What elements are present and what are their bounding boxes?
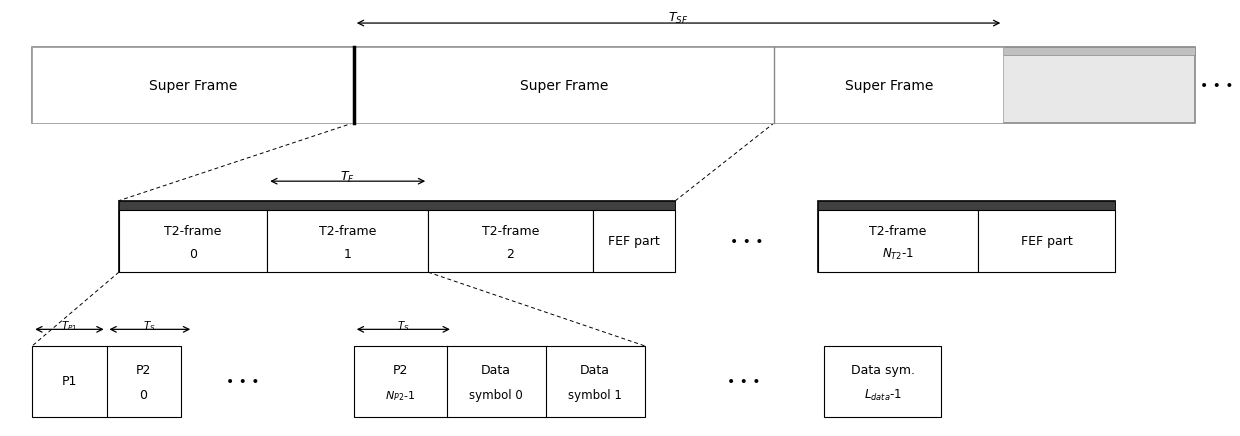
Text: Super Frame: Super Frame (844, 79, 932, 93)
Text: P2: P2 (393, 364, 408, 377)
Text: • • •: • • • (226, 375, 259, 388)
Bar (32, 346, 181, 417)
Text: T2-frame: T2-frame (319, 225, 377, 238)
Text: T2-frame: T2-frame (869, 225, 926, 238)
Bar (119, 210, 268, 272)
Text: Super Frame: Super Frame (520, 79, 609, 93)
Text: $T_{SF}$: $T_{SF}$ (668, 11, 688, 26)
Text: P1: P1 (62, 375, 77, 388)
Text: $T_{P1}$: $T_{P1}$ (61, 320, 78, 333)
Bar (32, 47, 353, 123)
Bar (353, 47, 775, 123)
Text: Data: Data (580, 364, 610, 377)
Text: 2: 2 (506, 249, 515, 261)
Text: FEF part: FEF part (1021, 235, 1073, 248)
Text: P2: P2 (136, 364, 151, 377)
Bar (817, 201, 1115, 272)
Bar (978, 210, 1115, 272)
Text: 0: 0 (140, 389, 148, 402)
Text: $N_{P2}$-1: $N_{P2}$-1 (386, 389, 415, 403)
Bar (32, 47, 1195, 54)
Text: 1: 1 (343, 249, 352, 261)
Text: $N_{T2}$-1: $N_{T2}$-1 (882, 247, 914, 262)
Bar (32, 47, 1195, 123)
Text: Super Frame: Super Frame (149, 79, 237, 93)
Bar (817, 201, 1115, 210)
Bar (593, 210, 676, 272)
Text: T2-frame: T2-frame (165, 225, 222, 238)
Bar (428, 210, 593, 272)
Text: $T_{F}$: $T_{F}$ (340, 170, 355, 185)
Text: $L_{data}$-1: $L_{data}$-1 (863, 388, 901, 403)
Bar (775, 47, 1003, 123)
Bar (119, 201, 676, 272)
Text: symbol 1: symbol 1 (568, 389, 622, 402)
Bar (823, 346, 941, 417)
Text: $T_S$: $T_S$ (144, 320, 156, 333)
Text: Data: Data (481, 364, 511, 377)
Text: T2-frame: T2-frame (481, 225, 539, 238)
Bar (119, 201, 676, 210)
Text: FEF part: FEF part (608, 235, 660, 248)
Bar (268, 210, 428, 272)
Bar (817, 210, 978, 272)
Text: 0: 0 (188, 249, 197, 261)
Text: • • •: • • • (727, 375, 760, 388)
Bar (353, 346, 645, 417)
Text: symbol 0: symbol 0 (469, 389, 523, 402)
Text: Data sym.: Data sym. (851, 364, 915, 377)
Text: • • •: • • • (730, 235, 764, 249)
Text: $T_S$: $T_S$ (397, 320, 409, 333)
Text: • • •: • • • (1200, 79, 1234, 93)
